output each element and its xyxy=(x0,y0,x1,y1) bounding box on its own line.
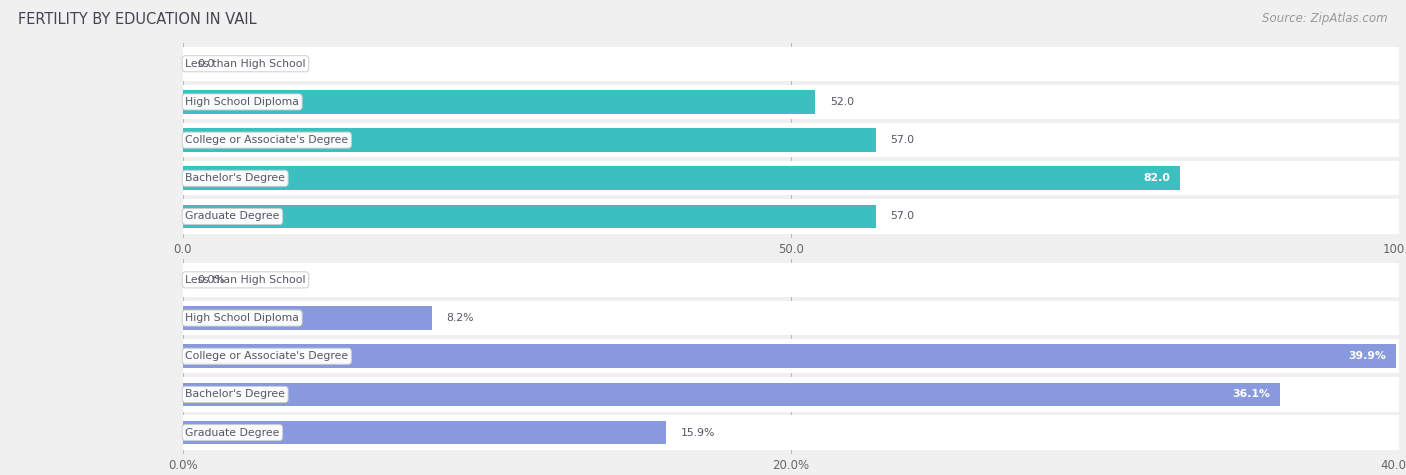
FancyBboxPatch shape xyxy=(183,161,1399,196)
FancyBboxPatch shape xyxy=(183,416,1399,450)
Text: Bachelor's Degree: Bachelor's Degree xyxy=(186,173,285,183)
Text: 36.1%: 36.1% xyxy=(1233,390,1271,399)
Text: Less than High School: Less than High School xyxy=(186,275,305,285)
Bar xyxy=(183,344,1396,368)
Text: Graduate Degree: Graduate Degree xyxy=(186,428,280,437)
Text: High School Diploma: High School Diploma xyxy=(186,313,299,323)
Bar xyxy=(183,205,876,228)
Text: Source: ZipAtlas.com: Source: ZipAtlas.com xyxy=(1263,12,1388,25)
FancyBboxPatch shape xyxy=(183,123,1399,157)
Text: 82.0: 82.0 xyxy=(1143,173,1170,183)
Text: College or Associate's Degree: College or Associate's Degree xyxy=(186,351,349,361)
Text: High School Diploma: High School Diploma xyxy=(186,97,299,107)
Text: 0.0: 0.0 xyxy=(197,59,215,69)
Bar xyxy=(183,382,1281,406)
Bar xyxy=(183,128,876,152)
Text: 8.2%: 8.2% xyxy=(447,313,474,323)
FancyBboxPatch shape xyxy=(183,200,1399,234)
Text: Bachelor's Degree: Bachelor's Degree xyxy=(186,390,285,399)
FancyBboxPatch shape xyxy=(183,339,1399,373)
Text: 57.0: 57.0 xyxy=(890,211,915,221)
Text: FERTILITY BY EDUCATION IN VAIL: FERTILITY BY EDUCATION IN VAIL xyxy=(18,12,257,27)
Bar xyxy=(183,166,1180,190)
Bar xyxy=(183,421,666,445)
Text: 39.9%: 39.9% xyxy=(1348,351,1386,361)
Bar xyxy=(183,90,815,114)
FancyBboxPatch shape xyxy=(183,85,1399,119)
Text: Less than High School: Less than High School xyxy=(186,59,305,69)
FancyBboxPatch shape xyxy=(183,301,1399,335)
Text: 0.0%: 0.0% xyxy=(197,275,225,285)
Text: Graduate Degree: Graduate Degree xyxy=(186,211,280,221)
FancyBboxPatch shape xyxy=(183,263,1399,297)
Text: 52.0: 52.0 xyxy=(830,97,853,107)
Text: 57.0: 57.0 xyxy=(890,135,915,145)
Text: 15.9%: 15.9% xyxy=(681,428,716,437)
Bar xyxy=(183,306,432,330)
FancyBboxPatch shape xyxy=(183,377,1399,412)
Text: College or Associate's Degree: College or Associate's Degree xyxy=(186,135,349,145)
FancyBboxPatch shape xyxy=(183,47,1399,81)
